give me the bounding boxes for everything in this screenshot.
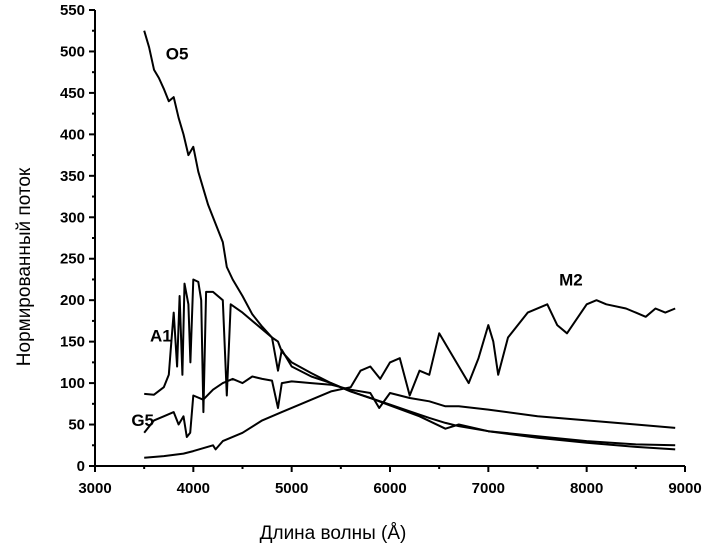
y-tick-label: 200 xyxy=(60,292,85,309)
series-o5-line xyxy=(143,30,676,451)
series-label-m2: M2 xyxy=(559,270,583,289)
y-tick-label: 100 xyxy=(60,375,85,392)
x-tick-label: 9000 xyxy=(668,480,701,497)
y-tick-label: 450 xyxy=(60,85,85,102)
y-tick-label: 500 xyxy=(60,43,85,60)
y-tick-label: 150 xyxy=(60,334,85,351)
y-tick-label: 250 xyxy=(60,251,85,268)
y-tick-label: 50 xyxy=(68,417,85,434)
series-label-g5: G5 xyxy=(131,411,154,430)
y-axis-title: Нормированный поток xyxy=(14,167,35,366)
x-tick-label: 3000 xyxy=(78,480,111,497)
y-tick-label: 0 xyxy=(77,458,85,475)
series-m2-line xyxy=(144,299,676,459)
x-tick-label: 7000 xyxy=(472,480,505,497)
series-label-a1: A1 xyxy=(150,327,172,346)
series-group xyxy=(143,30,676,459)
y-tick-label: 550 xyxy=(60,2,85,19)
y-tick-label: 400 xyxy=(60,126,85,143)
x-tick-label: 5000 xyxy=(275,480,308,497)
x-axis-title: Длина волны (Å) xyxy=(260,523,407,544)
axes: 3000 4000 5000 6000 7000 8000 9000 0 50 100 150 200… xyxy=(60,2,702,497)
y-tick-label: 300 xyxy=(60,209,85,226)
x-tick-label: 8000 xyxy=(570,480,603,497)
x-tick-label: 6000 xyxy=(373,480,406,497)
series-a1-line xyxy=(144,278,676,447)
x-tick-label: 4000 xyxy=(177,480,210,497)
series-label-o5: O5 xyxy=(166,45,189,64)
series-g5-line xyxy=(143,375,676,438)
y-tick-label: 350 xyxy=(60,168,85,185)
series-labels: O5 A1 G5 M2 xyxy=(131,45,582,430)
